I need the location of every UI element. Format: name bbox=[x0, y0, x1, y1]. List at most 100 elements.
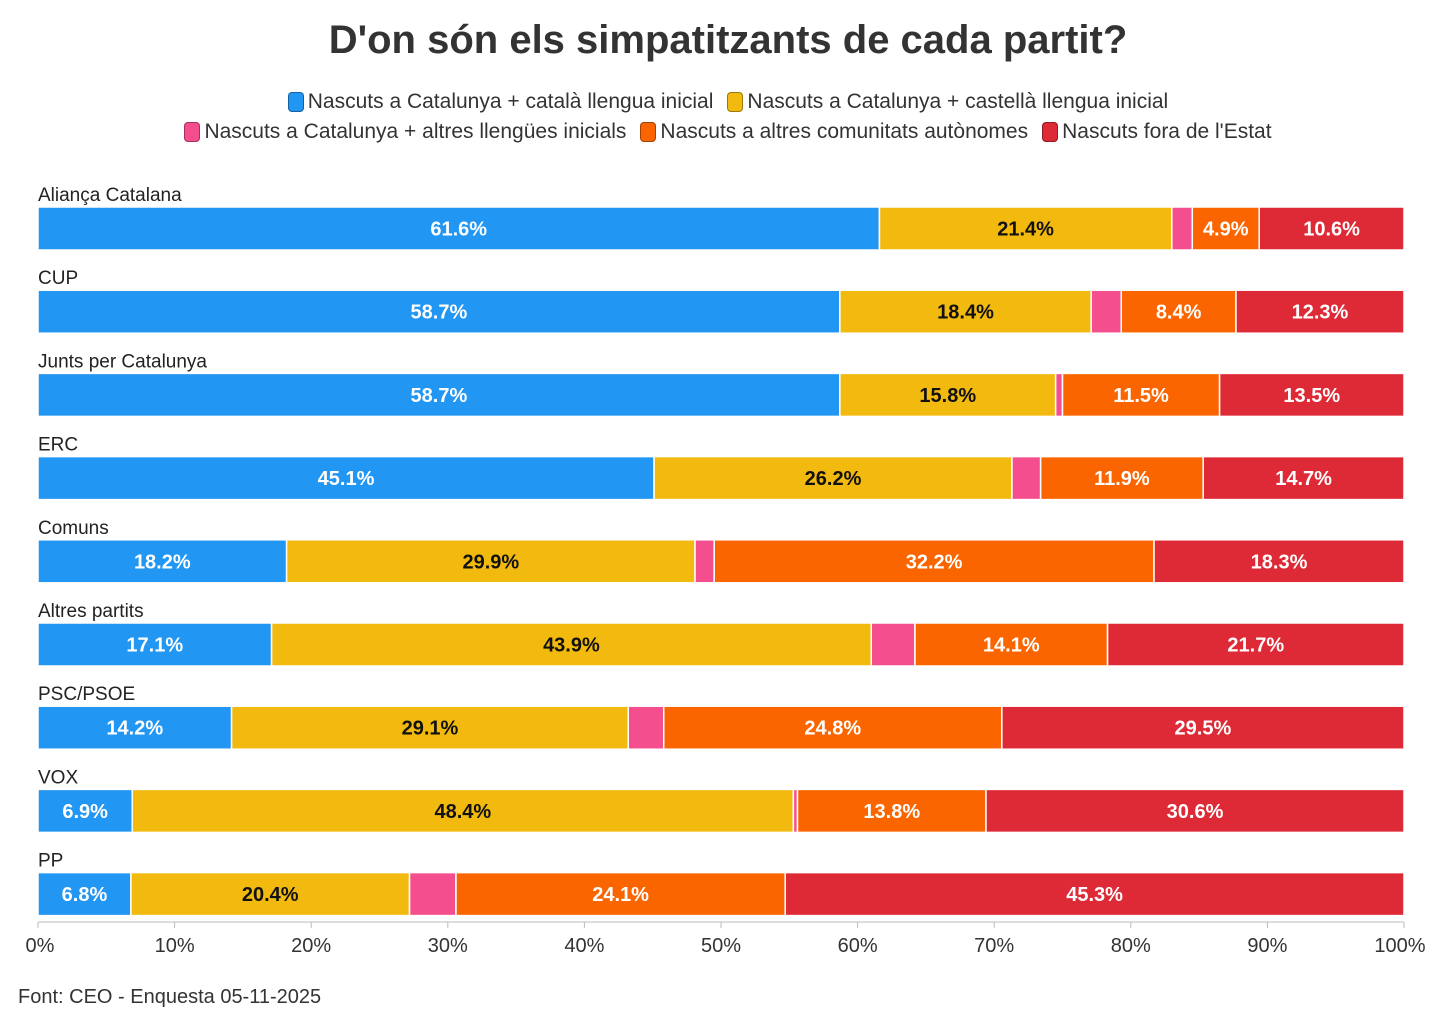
legend-label-fora-estat: Nascuts fora de l'Estat bbox=[1062, 120, 1272, 143]
data-label-vox-s4: 30.6% bbox=[1167, 801, 1224, 823]
x-tick-label-8: 80% bbox=[1111, 935, 1151, 957]
bar-segment-altres-partits-s0 bbox=[37, 622, 273, 667]
legend-swatch-catala bbox=[287, 92, 304, 112]
data-label-cup-s0: 58.7% bbox=[411, 302, 468, 324]
bar-segment-alianca-catalana-s2 bbox=[1171, 206, 1194, 251]
data-label-altres-partits-s3: 14.1% bbox=[983, 635, 1040, 657]
legend-item-catala: Nascuts a Catalunya + català llengua ini… bbox=[287, 90, 714, 114]
bar-segment-vox-s0 bbox=[37, 788, 134, 834]
bar-segment-psc-psoe-s2 bbox=[627, 705, 665, 750]
bar-segment-pp-s0 bbox=[37, 871, 132, 917]
category-label-alianca-catalana: Aliança Catalana bbox=[38, 185, 182, 206]
x-tick-label-3: 30% bbox=[428, 935, 468, 957]
bar-segment-erc-s0 bbox=[37, 455, 655, 501]
legend-item-altres-llengues: Nascuts a Catalunya + altres llengües in… bbox=[184, 120, 626, 144]
data-label-alianca-catalana-s0: 61.6% bbox=[430, 219, 487, 241]
x-tick-label-6: 60% bbox=[838, 935, 878, 957]
data-label-pp-s0: 6.8% bbox=[62, 884, 108, 906]
data-label-cup-s4: 12.3% bbox=[1292, 302, 1349, 324]
bar-segment-cup-s0 bbox=[37, 289, 841, 334]
category-label-erc: ERC bbox=[38, 435, 78, 456]
data-label-comuns-s0: 18.2% bbox=[134, 551, 191, 573]
bar-segment-erc-s4 bbox=[1202, 455, 1405, 501]
category-label-pp: PP bbox=[38, 851, 63, 872]
data-label-psc-psoe-s0: 14.2% bbox=[106, 718, 163, 740]
bar-segment-pp-s3 bbox=[455, 871, 786, 917]
category-label-altres-partits: Altres partits bbox=[38, 601, 144, 622]
category-label-junts-per-catalunya: Junts per Catalunya bbox=[38, 351, 207, 372]
data-label-pp-s3: 24.1% bbox=[592, 884, 649, 906]
data-label-psc-psoe-s3: 24.8% bbox=[804, 718, 861, 740]
data-label-junts-per-catalunya-s3: 11.5% bbox=[1113, 385, 1169, 407]
bar-segment-pp-s2 bbox=[408, 871, 457, 917]
legend-row-2: Nascuts a Catalunya + altres llengües in… bbox=[0, 120, 1456, 144]
data-label-altres-partits-s4: 21.7% bbox=[1227, 635, 1284, 657]
legend-item-fora-estat: Nascuts fora de l'Estat bbox=[1042, 120, 1272, 144]
bar-segment-vox-s1 bbox=[131, 788, 795, 834]
data-label-cup-s3: 8.4% bbox=[1156, 302, 1202, 324]
x-tick-label-4: 40% bbox=[564, 935, 604, 957]
legend-item-castella: Nascuts a Catalunya + castellà llengua i… bbox=[727, 90, 1168, 114]
data-label-erc-s3: 11.9% bbox=[1094, 468, 1150, 490]
x-tick-label-0: 0% bbox=[26, 935, 55, 957]
bar-segment-altres-partits-s4 bbox=[1106, 622, 1405, 667]
legend-swatch-altres-comunitats bbox=[640, 122, 657, 142]
legend-label-altres-llengues: Nascuts a Catalunya + altres llengües in… bbox=[204, 120, 627, 143]
data-label-altres-partits-s0: 17.1% bbox=[126, 635, 183, 657]
data-label-pp-s1: 20.4% bbox=[242, 884, 299, 906]
data-label-erc-s1: 26.2% bbox=[805, 468, 862, 490]
bar-segment-comuns-s1 bbox=[285, 539, 696, 584]
legend-item-altres-comunitats: Nascuts a altres comunitats autònomes bbox=[640, 120, 1028, 144]
data-label-junts-per-catalunya-s4: 13.5% bbox=[1283, 385, 1340, 407]
bar-segment-psc-psoe-s1 bbox=[230, 705, 630, 750]
bar-segment-junts-per-catalunya-s0 bbox=[37, 372, 841, 418]
category-label-vox: VOX bbox=[38, 767, 78, 788]
bar-segment-cup-s3 bbox=[1120, 289, 1237, 334]
data-label-comuns-s4: 18.3% bbox=[1251, 551, 1308, 573]
bar-segment-alianca-catalana-s0 bbox=[37, 206, 881, 251]
data-label-erc-s4: 14.7% bbox=[1275, 468, 1332, 490]
bar-segment-comuns-s0 bbox=[37, 539, 288, 584]
bar-segment-alianca-catalana-s1 bbox=[878, 206, 1173, 251]
data-label-alianca-catalana-s3: 4.9% bbox=[1203, 219, 1249, 241]
x-tick-label-2: 20% bbox=[291, 935, 331, 957]
data-label-erc-s0: 45.1% bbox=[318, 468, 375, 490]
legend-label-catala: Nascuts a Catalunya + català llengua ini… bbox=[307, 90, 714, 113]
legend-label-altres-comunitats: Nascuts a altres comunitats autònomes bbox=[660, 120, 1029, 143]
chart-title: D'on són els simpatitzants de cada parti… bbox=[328, 18, 1128, 62]
data-label-vox-s1: 48.4% bbox=[434, 801, 491, 823]
x-tick-label-9: 90% bbox=[1247, 935, 1287, 957]
data-label-junts-per-catalunya-s0: 58.7% bbox=[411, 385, 468, 407]
legend-label-castella: Nascuts a Catalunya + castellà llengua i… bbox=[747, 90, 1169, 113]
bar-segment-alianca-catalana-s4 bbox=[1258, 206, 1405, 251]
bar-segment-erc-s1 bbox=[653, 455, 1013, 501]
bar-segment-altres-partits-s3 bbox=[914, 622, 1109, 667]
bar-segment-psc-psoe-s3 bbox=[662, 705, 1003, 750]
bar-segment-psc-psoe-s4 bbox=[1001, 705, 1405, 750]
category-label-psc-psoe: PSC/PSOE bbox=[38, 684, 135, 705]
x-tick-label-7: 70% bbox=[974, 935, 1014, 957]
category-label-comuns: Comuns bbox=[38, 518, 109, 539]
x-tick-label-10: 100% bbox=[1374, 935, 1425, 957]
bar-segment-comuns-s2 bbox=[694, 539, 715, 584]
data-label-psc-psoe-s4: 29.5% bbox=[1175, 718, 1232, 740]
data-label-pp-s4: 45.3% bbox=[1066, 884, 1123, 906]
bar-segment-comuns-s3 bbox=[713, 539, 1155, 584]
data-label-vox-s3: 13.8% bbox=[863, 801, 920, 823]
bar-segment-junts-per-catalunya-s4 bbox=[1218, 372, 1405, 418]
category-label-cup: CUP bbox=[38, 268, 78, 289]
bar-segment-erc-s3 bbox=[1039, 455, 1204, 501]
bar-segment-alianca-catalana-s3 bbox=[1191, 206, 1260, 251]
x-tick-label-5: 50% bbox=[701, 935, 741, 957]
bar-segment-comuns-s4 bbox=[1153, 539, 1405, 584]
legend-swatch-castella bbox=[727, 92, 744, 112]
stacked-bar-chart: Aliança Catalana 61.6% 21.4% 4.9% 10.6% CUP 58… bbox=[26, 185, 1426, 957]
bar-segment-altres-partits-s2 bbox=[870, 622, 916, 667]
bar-segment-cup-s2 bbox=[1090, 289, 1122, 334]
data-label-cup-s1: 18.4% bbox=[937, 302, 994, 324]
bar-segment-cup-s4 bbox=[1235, 289, 1405, 334]
bar-segment-pp-s4 bbox=[784, 871, 1405, 917]
bar-segment-junts-per-catalunya-s3 bbox=[1061, 372, 1221, 418]
bar-segment-junts-per-catalunya-s2 bbox=[1054, 372, 1064, 418]
x-tick-label-1: 10% bbox=[155, 935, 195, 957]
